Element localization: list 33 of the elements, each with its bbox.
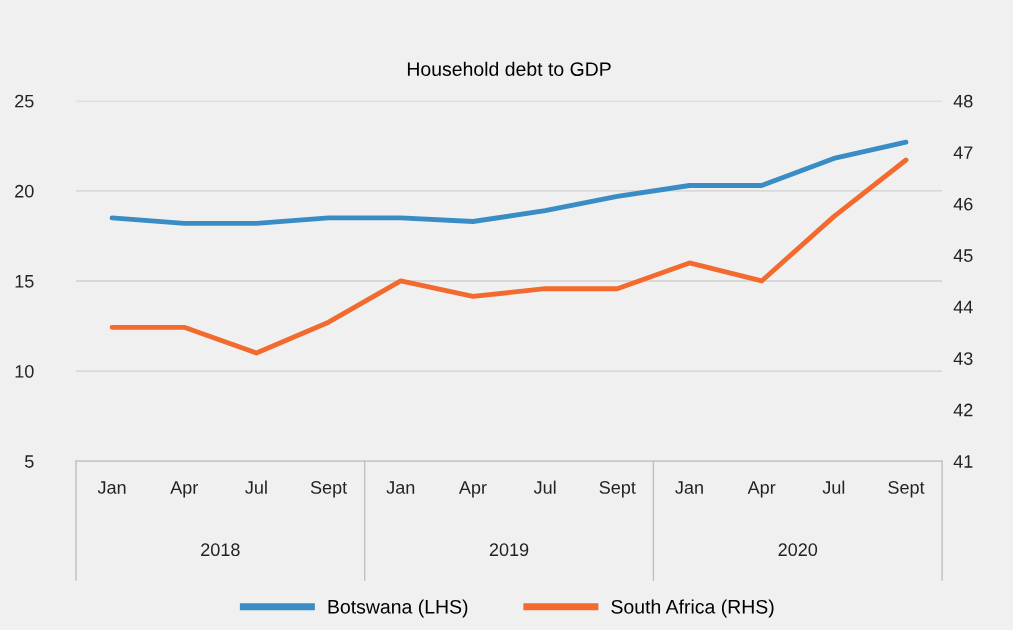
y-tick-label: 10 — [15, 365, 34, 378]
x-tick-label: Sept — [599, 481, 636, 498]
text: 2018 — [201, 543, 240, 557]
x-tick-label: Apr — [170, 481, 198, 498]
y2-tick-label: 46 — [953, 197, 973, 211]
text: 2020 — [778, 543, 818, 557]
x-tick-label: Jul — [822, 480, 845, 494]
y-tick-label: 20 — [15, 184, 34, 198]
legend-label: South Africa (RHS) — [611, 599, 774, 618]
x-tick-label: Apr — [458, 481, 487, 498]
legend-label: Botswana (LHS) — [328, 599, 468, 618]
x-tick-label: Jan — [97, 481, 126, 494]
x-tick-label: Jan — [675, 481, 703, 494]
x-tick-label: Jan — [386, 481, 415, 494]
x-tick-label: Jul — [245, 480, 267, 494]
chart-title: Household debt to GDP — [407, 61, 611, 76]
y2-tick-label: 41 — [953, 455, 973, 468]
y2-tick-label: 48 — [953, 94, 973, 108]
y2-tick-label: 42 — [953, 403, 973, 417]
x-tick-label: Jul — [533, 480, 556, 494]
y-tick-label: 25 — [15, 94, 34, 108]
x-tick-label: Sept — [888, 481, 925, 498]
y2-tick-label: 45 — [953, 249, 973, 262]
x-tick-label: Sept — [310, 481, 348, 498]
text: 2019 — [489, 543, 529, 557]
line-series — [109, 139, 909, 226]
line-series — [109, 157, 909, 356]
x-tick-label: Apr — [747, 481, 776, 498]
y2-tick-label: 47 — [953, 146, 973, 159]
y-tick-label: 5 — [24, 455, 34, 468]
y-tick-label: 15 — [15, 275, 34, 288]
y2-tick-label: 44 — [953, 300, 973, 314]
y2-tick-label: 43 — [953, 352, 973, 365]
